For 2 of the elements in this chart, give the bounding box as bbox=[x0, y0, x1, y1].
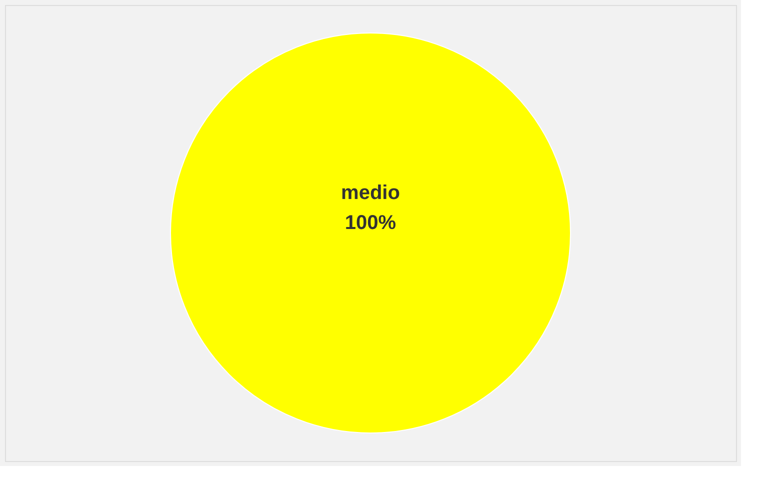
data-label: 100% bbox=[344, 212, 396, 234]
slice-label: medio bbox=[341, 182, 400, 204]
